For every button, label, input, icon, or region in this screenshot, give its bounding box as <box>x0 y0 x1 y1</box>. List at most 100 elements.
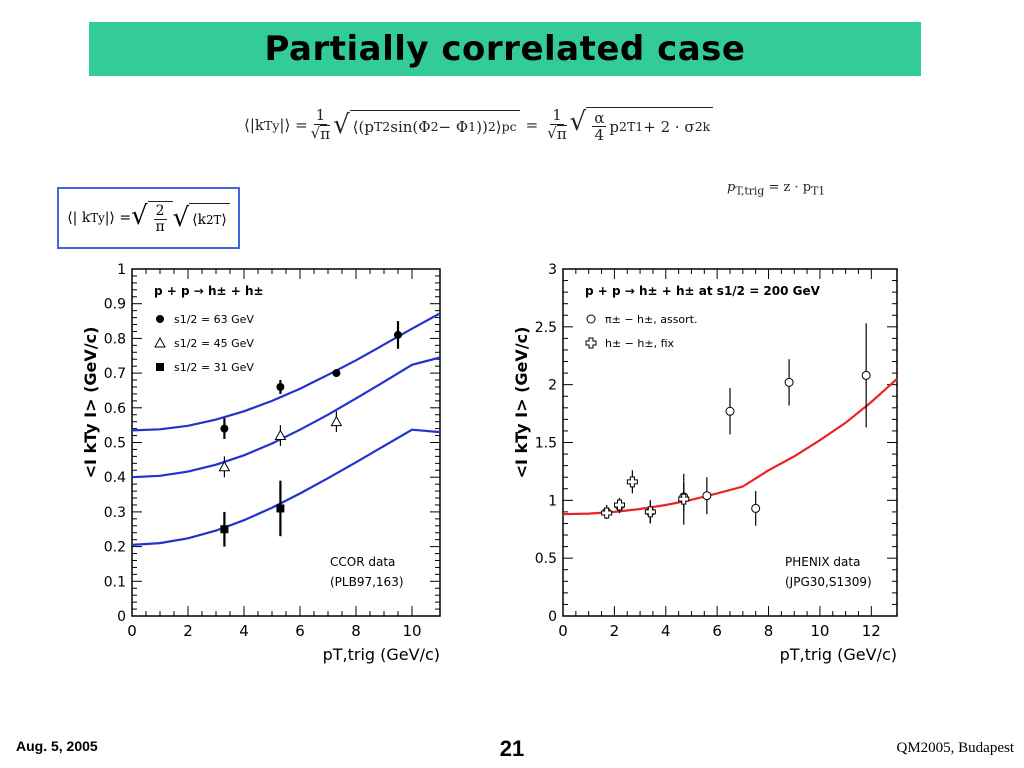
data-point <box>218 460 231 472</box>
eq-den-2: √ π <box>547 124 567 144</box>
eq-p: p <box>609 117 619 136</box>
slide-title: Partially correlated case <box>264 29 746 69</box>
eq-frac-1: 1 √ π <box>310 106 331 144</box>
data-point <box>276 382 285 391</box>
y-tick-label: 0.4 <box>104 470 126 486</box>
y-tick-label: 1.5 <box>535 436 557 452</box>
fit-curve <box>562 378 898 516</box>
x-axis-label: pT,trig (GeV/c) <box>323 645 440 664</box>
eq-equals: = <box>525 116 539 134</box>
y-tick-label: 1 <box>548 493 557 509</box>
box-lhs: ⟨| k <box>67 210 91 226</box>
eq-p-sup: 2 <box>619 119 627 134</box>
fit-curve <box>131 356 441 479</box>
ptrig-rhs: = z · p <box>764 180 812 195</box>
chart-phenix: 0 2 4 6 8 10 12 0 0.5 1 1.5 2 2.5 3 pT,trig (GeV/c) <I … <box>512 262 898 664</box>
data-point <box>751 503 761 513</box>
data-point <box>156 363 164 371</box>
y-axis-label: <I kTy I> (GeV/c) <box>81 327 100 479</box>
eq-sqrt-inner: √ ⟨(p T2 sin(Φ 2 − Φ 1)) 2 ⟩ pc <box>333 110 520 140</box>
ptrig-rhs-sub: T1 <box>811 184 826 198</box>
box-pi: π <box>155 219 165 235</box>
x-axis-label: pT,trig (GeV/c) <box>780 645 897 664</box>
legend-label: π± − h±, assort. <box>605 313 698 326</box>
box-lhs-end: |⟩ = <box>104 210 132 226</box>
eq-inner-pc: pc <box>501 119 517 134</box>
x-tick-label: 0 <box>127 622 137 640</box>
data-source-annotation: PHENIX data <box>785 555 860 569</box>
x-tick-label: 0 <box>558 622 568 640</box>
data-point <box>725 406 735 416</box>
data-point <box>678 493 690 505</box>
box-k-sup: 2 <box>206 212 214 227</box>
ptrig-lhs: p <box>727 180 736 195</box>
eq-sigma-sup: 2 <box>694 119 703 134</box>
data-point <box>394 330 402 339</box>
eq-den: √ π <box>310 124 331 144</box>
legend-label: s1/2 = 63 GeV <box>174 313 254 326</box>
data-point <box>644 506 656 518</box>
eq-lhs: ⟨|k <box>244 116 264 134</box>
eq-plus: + 2 · σ <box>643 117 695 136</box>
eq-inner: ⟨(p <box>352 117 374 136</box>
data-point <box>601 507 613 519</box>
data-point <box>861 370 871 380</box>
y-tick-label: 0.2 <box>104 540 126 556</box>
box-k-end: ⟩ <box>221 211 227 228</box>
data-point <box>274 429 287 441</box>
eq-sqrt-pi-2: √ π <box>547 124 567 144</box>
eq-p-sub: T1 <box>626 119 644 134</box>
data-point <box>330 415 343 427</box>
eq-pi: π <box>320 125 331 144</box>
legend-label: h± − h±, fix <box>605 337 675 350</box>
box-k-sub: T <box>213 212 222 227</box>
y-tick-label: 0.5 <box>535 551 557 567</box>
eq-inner-2: 2 <box>430 119 439 134</box>
x-tick-label: 8 <box>351 622 361 640</box>
y-tick-label: 0 <box>548 609 557 625</box>
data-point <box>702 491 712 501</box>
eq-num-2: 1 <box>550 106 564 125</box>
y-tick-label: 0.5 <box>104 436 126 452</box>
y-tick-label: 2 <box>548 378 557 394</box>
eq-sqrt-pi: √ π <box>310 124 331 144</box>
data-point <box>626 476 638 488</box>
main-equation: ⟨|k Ty |⟩ = 1 √ π √ ⟨(p T2 sin(Φ 2 − Φ 1)) 2 ⟩ pc… <box>244 100 764 150</box>
x-tick-label: 8 <box>764 622 774 640</box>
data-source-annotation: CCOR data <box>330 555 395 569</box>
footer-date: Aug. 5, 2005 <box>16 738 98 754</box>
data-source-annotation: (PLB97,163) <box>330 575 404 589</box>
data-point <box>585 337 597 349</box>
y-tick-label: 0.3 <box>104 505 126 521</box>
eq-inner-minus: − Φ <box>438 117 469 136</box>
eq-inner-close: )) <box>476 117 488 136</box>
x-tick-label: 4 <box>661 622 671 640</box>
x-tick-label: 4 <box>239 622 249 640</box>
data-point <box>784 377 794 387</box>
footer-conference: QM2005, Budapest <box>896 740 1015 756</box>
legend-label: s1/2 = 31 GeV <box>174 361 254 374</box>
footer-page-number: 21 <box>499 736 525 761</box>
y-tick-label: 0.6 <box>104 401 126 417</box>
title-bar: Partially correlated case <box>89 22 921 76</box>
x-tick-label: 2 <box>610 622 620 640</box>
x-tick-label: 6 <box>712 622 722 640</box>
data-point <box>156 315 164 323</box>
eq-inner-sub: T2 <box>373 119 391 134</box>
data-point <box>276 504 285 513</box>
ptrig-equation: pT,trig = z · pT1 <box>727 180 825 198</box>
eq-inner-1: 1 <box>468 119 477 134</box>
chart-title: p + p → h± + h± <box>154 284 264 298</box>
ptrig-sub: T,trig <box>735 184 765 198</box>
data-source-annotation: (JPG30,S1309) <box>785 575 872 589</box>
fit-curve <box>131 312 441 432</box>
y-tick-label: 3 <box>548 262 557 278</box>
y-tick-label: 0.8 <box>104 331 126 347</box>
eq-pi-2: π <box>556 125 567 144</box>
eq-num: 1 <box>313 106 328 125</box>
fit-curve <box>131 428 441 546</box>
data-point <box>154 336 166 348</box>
box-two: 2 <box>153 202 167 220</box>
